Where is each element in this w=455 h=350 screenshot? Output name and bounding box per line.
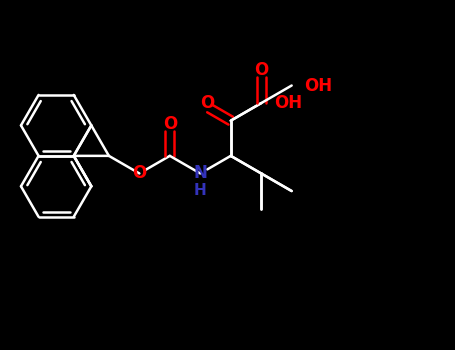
Text: O: O [254, 61, 268, 79]
Text: H: H [194, 183, 207, 198]
Text: O: O [132, 164, 147, 182]
Text: OH: OH [274, 94, 302, 112]
Text: OH: OH [304, 77, 333, 95]
Text: N: N [193, 164, 207, 182]
Text: O: O [200, 94, 214, 112]
Text: O: O [163, 116, 177, 133]
